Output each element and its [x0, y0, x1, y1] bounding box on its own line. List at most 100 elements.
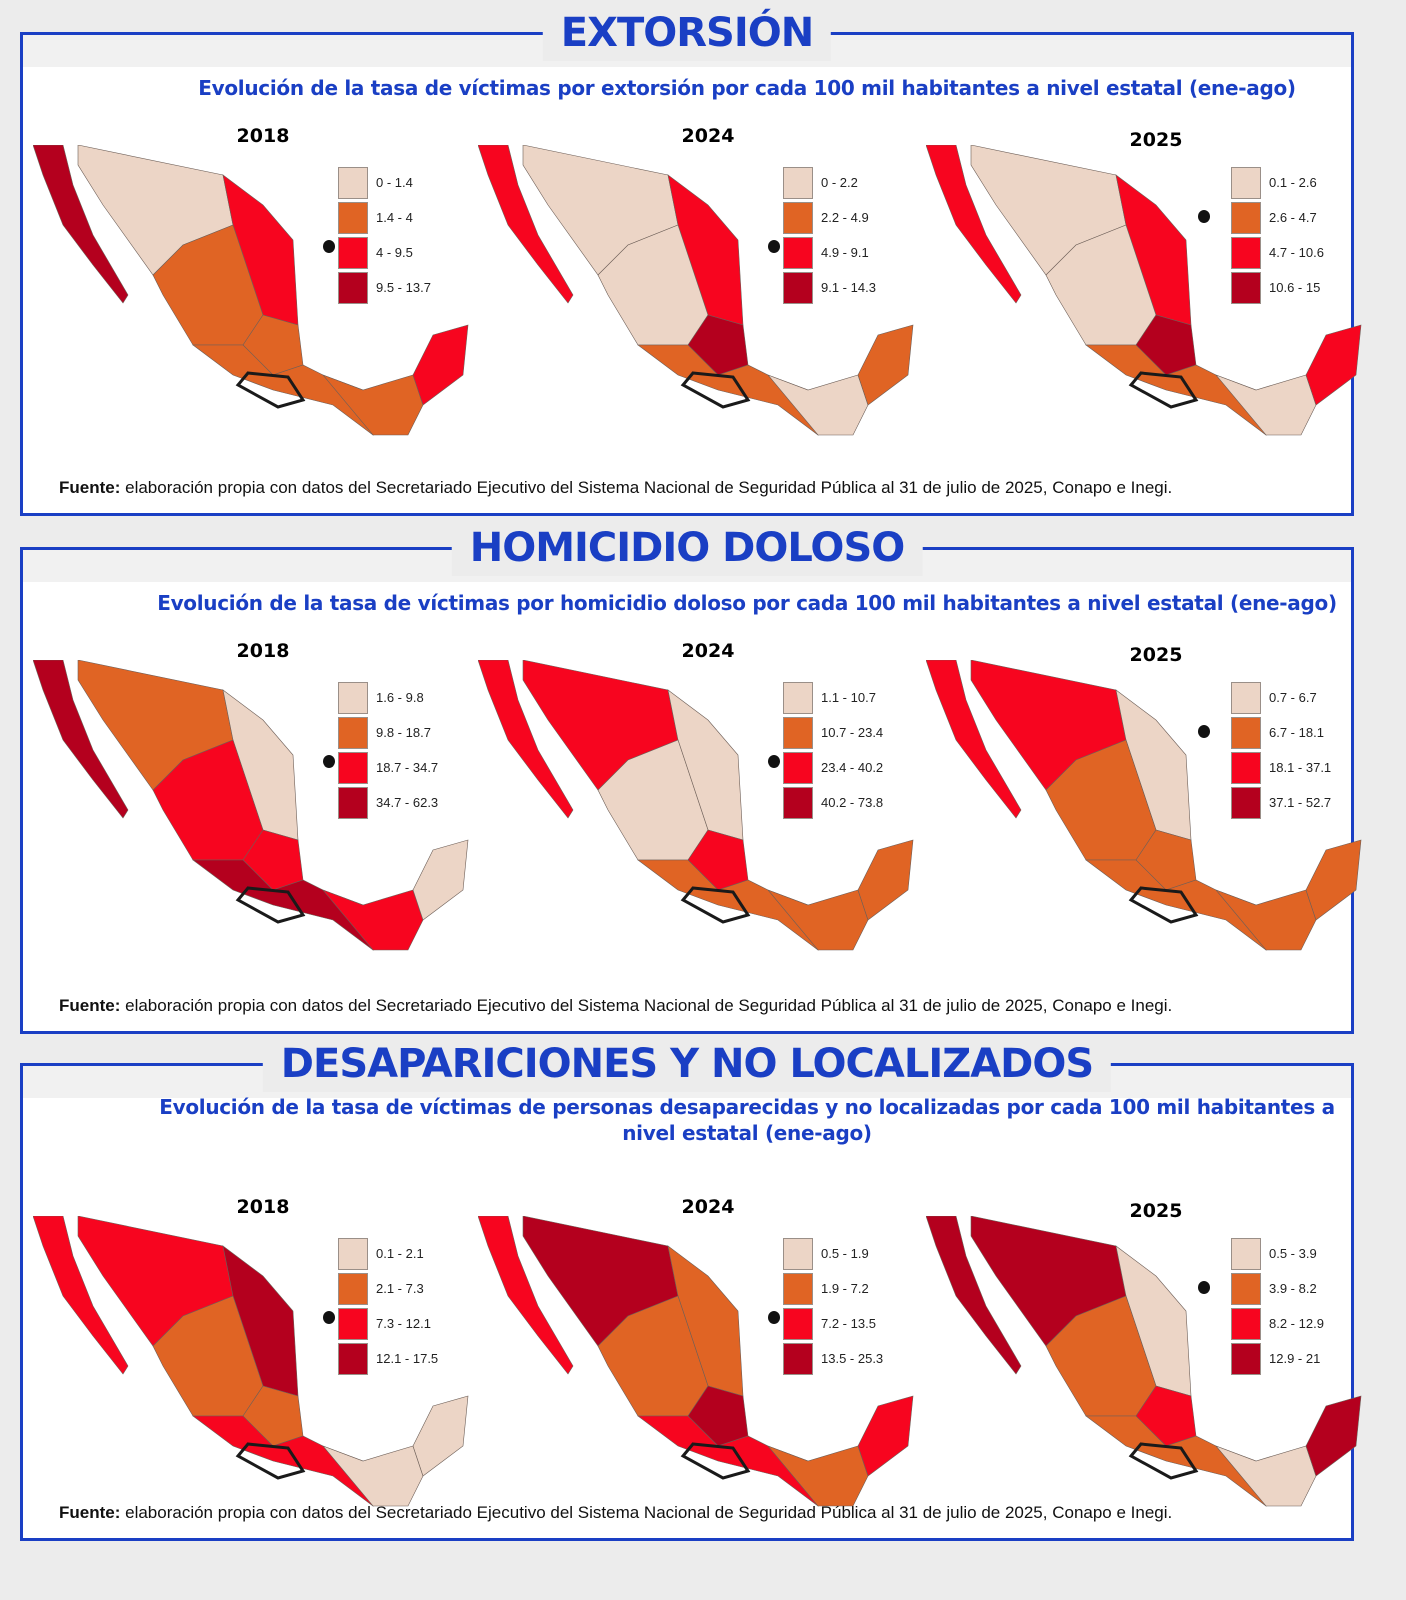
- legend-item: 1.4 - 4: [338, 200, 431, 235]
- mexico-choropleth-map: [478, 660, 914, 951]
- legend-label: 7.2 - 13.5: [821, 1316, 876, 1331]
- state-region-yu: [857, 1395, 914, 1477]
- mexico-choropleth-map: [33, 145, 469, 436]
- state-region-yu: [412, 1395, 469, 1477]
- guerrero-highlight-outline: [235, 886, 306, 924]
- legend-item: 13.5 - 25.3: [783, 1341, 883, 1376]
- legend-label: 0.5 - 3.9: [1269, 1246, 1317, 1261]
- map-legend: 1.1 - 10.7 10.7 - 23.4 23.4 - 40.2 40.2 - 7…: [783, 680, 883, 820]
- state-region-baja: [478, 1216, 574, 1375]
- legend-item: 6.7 - 18.1: [1231, 715, 1331, 750]
- legend-swatch: [338, 751, 368, 784]
- legend-item: 2.1 - 7.3: [338, 1271, 438, 1306]
- legend-label: 3.9 - 8.2: [1269, 1281, 1317, 1296]
- state-region-yu: [1305, 1395, 1362, 1477]
- legend-item: 23.4 - 40.2: [783, 750, 883, 785]
- legend-item: 7.3 - 12.1: [338, 1306, 438, 1341]
- section-panel: DESAPARICIONES Y NO LOCALIZADOS Evolución…: [20, 1036, 1362, 1541]
- mexico-choropleth-map: [33, 660, 469, 951]
- map-legend: 0.5 - 3.9 3.9 - 8.2 8.2 - 12.9 12.9 - 21: [1231, 1236, 1324, 1376]
- legend-item: 4 - 9.5: [338, 235, 431, 270]
- source-label: Fuente:: [59, 996, 121, 1015]
- legend-swatch: [338, 1307, 368, 1340]
- map-legend: 0 - 1.4 1.4 - 4 4 - 9.5 9.5 - 13.7: [338, 165, 431, 305]
- legend-swatch: [338, 201, 368, 234]
- section-panel: EXTORSIÓN Evolución de la tasa de víctima…: [20, 5, 1362, 516]
- legend-swatch: [338, 166, 368, 199]
- legend-swatch: [1231, 1237, 1261, 1270]
- section-subtitle: Evolución de la tasa de víctimas por ext…: [198, 76, 1296, 100]
- legend-item: 4.9 - 9.1: [783, 235, 876, 270]
- legend-swatch: [783, 751, 813, 784]
- state-region-baja: [926, 145, 1022, 304]
- state-region-baja: [478, 660, 574, 819]
- legend-label: 12.1 - 17.5: [376, 1351, 439, 1366]
- legend-swatch: [1231, 236, 1261, 269]
- source-label: Fuente:: [59, 478, 121, 497]
- legend-label: 8.2 - 12.9: [1269, 1316, 1324, 1331]
- legend-item: 8.2 - 12.9: [1231, 1306, 1324, 1341]
- legend-label: 13.5 - 25.3: [821, 1351, 884, 1366]
- legend-swatch: [1231, 786, 1261, 819]
- source-text: elaboración propia con datos del Secreta…: [120, 996, 1173, 1015]
- legend-item: 3.9 - 8.2: [1231, 1271, 1324, 1306]
- legend-item: 0 - 2.2: [783, 165, 876, 200]
- guerrero-highlight-outline: [680, 1442, 751, 1480]
- marker-dot: [768, 755, 780, 768]
- map-year: 2018: [236, 125, 290, 147]
- map-year: 2018: [236, 1196, 290, 1218]
- legend-item: 10.6 - 15: [1231, 270, 1324, 305]
- map-year: 2025: [1129, 129, 1183, 151]
- legend-swatch: [1231, 166, 1261, 199]
- state-region-yu: [412, 324, 469, 406]
- legend-swatch: [783, 1307, 813, 1340]
- legend-label: 2.6 - 4.7: [1269, 210, 1317, 225]
- marker-dot: [768, 1311, 780, 1324]
- mexico-choropleth-map: [33, 1216, 469, 1507]
- legend-label: 18.7 - 34.7: [376, 760, 439, 775]
- source-label: Fuente:: [59, 1503, 121, 1522]
- legend-item: 12.9 - 21: [1231, 1341, 1324, 1376]
- legend-swatch: [1231, 1307, 1261, 1340]
- legend-swatch: [338, 1237, 368, 1270]
- legend-item: 1.9 - 7.2: [783, 1271, 883, 1306]
- legend-item: 7.2 - 13.5: [783, 1306, 883, 1341]
- state-region-baja: [33, 145, 129, 304]
- guerrero-highlight-outline: [680, 886, 751, 924]
- map-legend: 0.1 - 2.1 2.1 - 7.3 7.3 - 12.1 12.1 - 17.5: [338, 1236, 438, 1376]
- map-year: 2025: [1129, 1200, 1183, 1222]
- legend-item: 18.1 - 37.1: [1231, 750, 1331, 785]
- section-panel: HOMICIDIO DOLOSO Evolución de la tasa de …: [20, 520, 1362, 1034]
- legend-swatch: [1231, 201, 1261, 234]
- legend-swatch: [783, 201, 813, 234]
- section-subtitle: Evolución de la tasa de víctimas de pers…: [159, 1095, 1335, 1145]
- source-text: elaboración propia con datos del Secreta…: [120, 478, 1173, 497]
- legend-label: 0 - 2.2: [821, 175, 858, 190]
- legend-swatch: [338, 1272, 368, 1305]
- legend-label: 1.4 - 4: [376, 210, 413, 225]
- marker-dot: [1198, 1281, 1210, 1294]
- legend-label: 0 - 1.4: [376, 175, 413, 190]
- legend-swatch: [783, 271, 813, 304]
- guerrero-highlight-outline: [680, 371, 751, 409]
- state-region-yu: [1305, 324, 1362, 406]
- source-note: Fuente: elaboración propia con datos del…: [59, 1502, 1201, 1524]
- state-region-baja: [478, 145, 574, 304]
- legend-item: 0.5 - 1.9: [783, 1236, 883, 1271]
- legend-swatch: [783, 1272, 813, 1305]
- legend-swatch: [338, 786, 368, 819]
- state-region-baja: [926, 1216, 1022, 1375]
- legend-label: 12.9 - 21: [1269, 1351, 1321, 1366]
- legend-item: 2.2 - 4.9: [783, 200, 876, 235]
- section-title: HOMICIDIO DOLOSO: [451, 520, 923, 576]
- legend-item: 37.1 - 52.7: [1231, 785, 1331, 820]
- state-region-baja: [33, 660, 129, 819]
- map-legend: 0.7 - 6.7 6.7 - 18.1 18.1 - 37.1 37.1 - 52.…: [1231, 680, 1331, 820]
- legend-swatch: [1231, 1342, 1261, 1375]
- legend-label: 0.1 - 2.1: [376, 1246, 424, 1261]
- legend-swatch: [783, 166, 813, 199]
- legend-label: 2.1 - 7.3: [376, 1281, 424, 1296]
- guerrero-highlight-outline: [1128, 1442, 1199, 1480]
- state-region-yu: [857, 324, 914, 406]
- section-title: DESAPARICIONES Y NO LOCALIZADOS: [262, 1036, 1112, 1092]
